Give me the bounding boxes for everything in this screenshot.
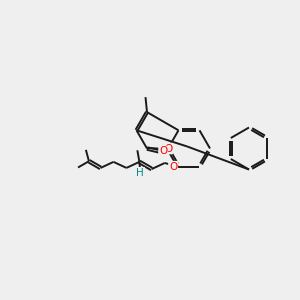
Text: H: H (136, 168, 144, 178)
Text: O: O (164, 143, 172, 154)
Text: O: O (169, 162, 177, 172)
Text: O: O (159, 146, 167, 157)
